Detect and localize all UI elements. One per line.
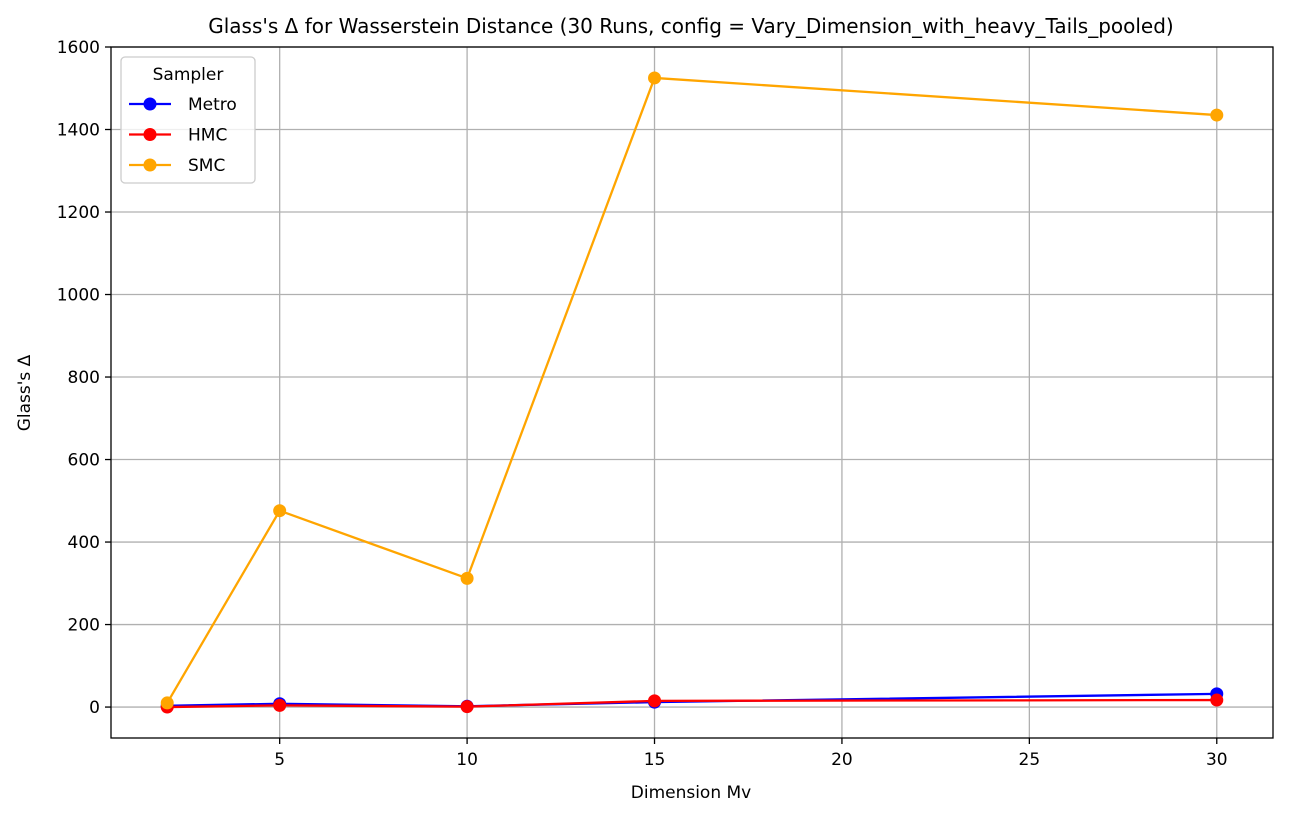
y-tick-label: 1000 [57,286,100,306]
x-tick-label: 30 [1206,750,1228,770]
data-point-hmc [460,700,474,714]
y-tick-label: 1600 [57,38,100,58]
legend-item-metro: Metro [129,95,237,115]
data-point-smc [460,571,474,585]
y-axis-label: Glass's Δ [15,354,35,431]
legend-label: Metro [188,95,237,115]
x-tick-label: 25 [1019,750,1041,770]
legend-label: SMC [188,156,225,176]
x-tick-label: 15 [644,750,666,770]
legend: Sampler Metro HMC SMC [120,56,256,184]
data-point-smc [273,504,287,518]
legend-swatch-marker [143,158,157,172]
y-tick-label: 0 [89,698,100,718]
chart-title: Glass's Δ for Wasserstein Distance (30 R… [208,14,1174,38]
legend-label: HMC [188,126,227,146]
data-point-smc [648,71,662,85]
x-tick-label: 20 [831,750,853,770]
legend-box [120,56,256,184]
data-point-hmc [273,698,287,712]
y-tick-label: 1200 [57,203,100,223]
legend-title: Sampler [153,65,224,85]
plot-lines [160,71,1224,714]
data-point-hmc [1210,693,1224,707]
y-tick-label: 200 [68,616,100,636]
data-point-smc [160,696,174,710]
legend-swatch-marker [143,128,157,141]
y-tick-label: 800 [68,368,100,388]
y-tick-label: 1400 [57,121,100,141]
legend-item-smc: SMC [129,156,225,176]
y-tick-label: 400 [68,533,100,553]
legend-swatch-marker [143,97,157,111]
data-point-hmc [648,694,662,708]
series-smc [160,71,1224,710]
plot-frame [110,46,1274,739]
data-point-smc [1210,108,1224,122]
y-axis: 0 200 400 600 800 1000 1200 1400 1600 [57,38,111,718]
x-axis-label: Dimension Mv [631,783,752,803]
x-tick-label: 5 [274,750,285,770]
legend-item-hmc: HMC [129,126,227,146]
x-tick-label: 10 [456,750,478,770]
y-tick-label: 600 [68,451,100,471]
x-axis: 5 10 15 20 25 30 [274,738,1228,770]
